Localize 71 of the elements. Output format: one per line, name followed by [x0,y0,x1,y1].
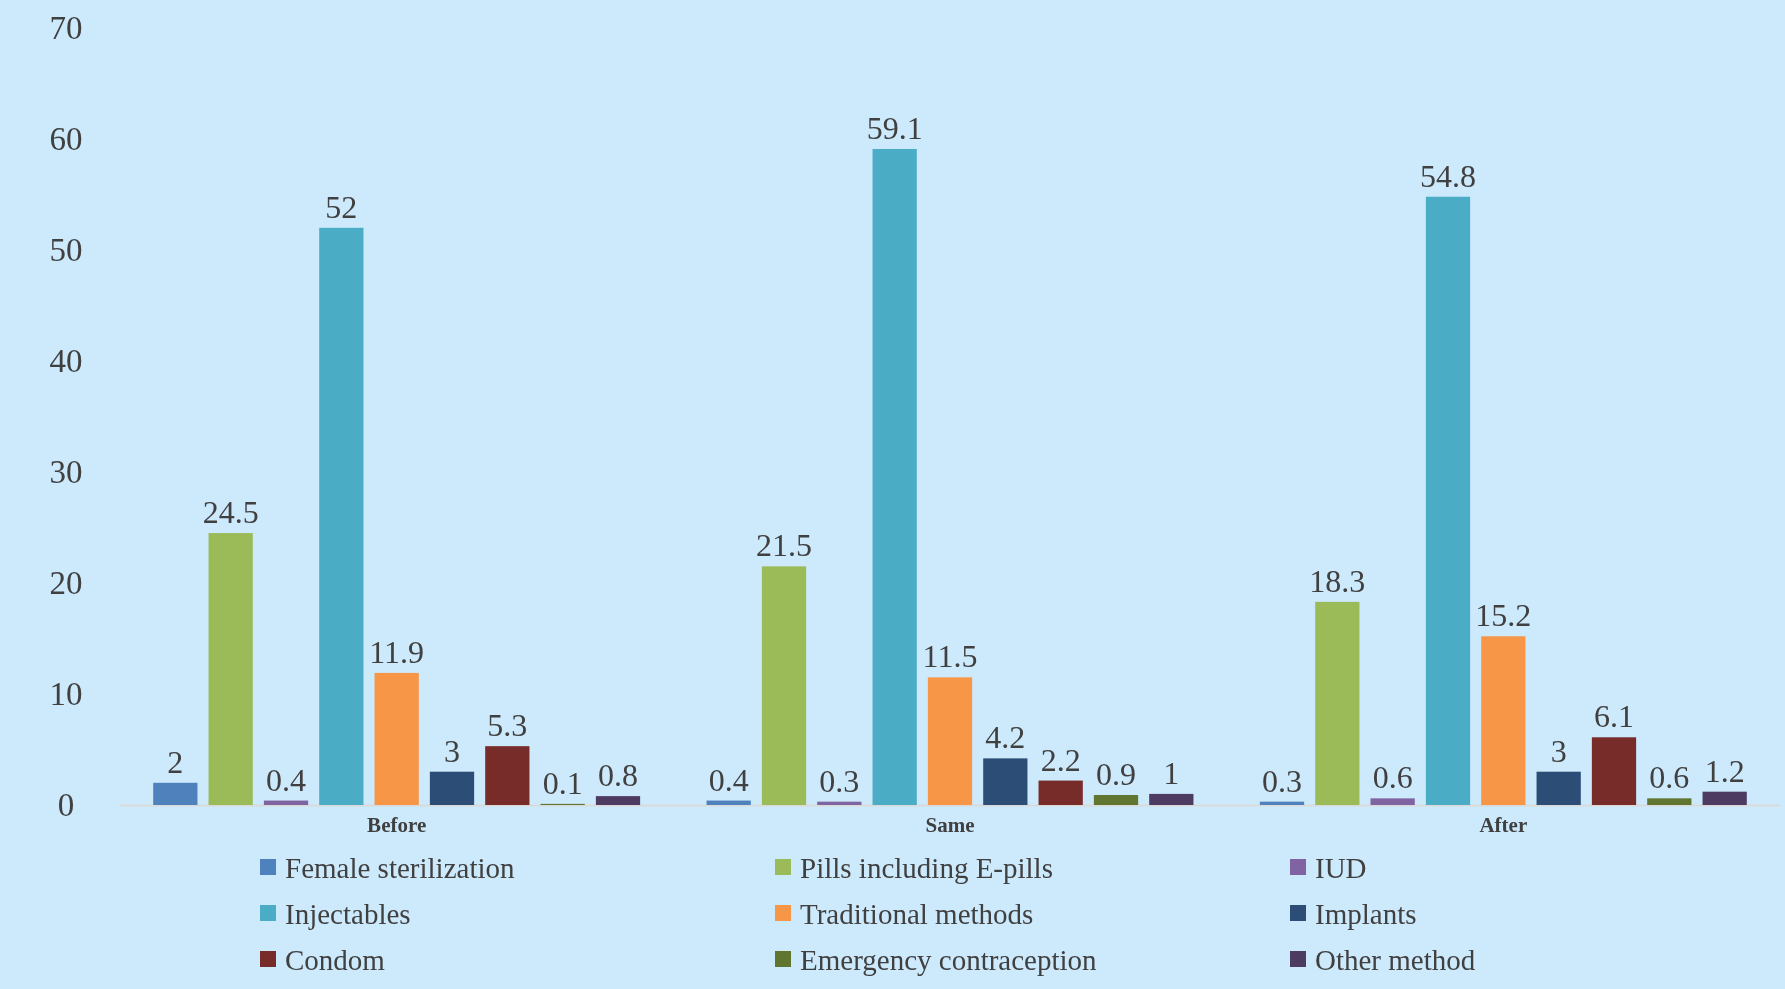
y-tick-label: 0 [57,787,75,824]
legend-label: Emergency contraception [800,944,1098,977]
data-label: 1.2 [1704,752,1745,789]
bar [1149,793,1194,805]
x-tick-label: After [1479,812,1528,837]
data-label: 0.1 [542,764,583,801]
bar [1038,780,1083,805]
data-label: 2.2 [1040,741,1081,778]
data-label: 3 [444,732,460,769]
data-label: 0.4 [708,761,749,798]
bar [1481,636,1526,805]
data-label: 5.3 [487,707,528,744]
y-tick-label: 40 [49,343,83,380]
bar [1315,601,1360,805]
bar [1591,737,1637,805]
data-label: 6.1 [1594,698,1634,735]
bar [983,758,1028,805]
legend-label: IUD [1315,852,1367,885]
data-label: 24.5 [202,494,259,531]
y-tick-label: 50 [49,232,83,269]
bar [595,796,641,805]
data-label: 2 [167,743,184,780]
bar [1370,798,1415,805]
y-tick-label: 60 [49,121,83,158]
x-tick-label: Before [367,812,427,837]
bar [374,672,419,805]
legend-label: Other method [1315,944,1476,977]
data-label: 11.9 [369,633,425,670]
bar [208,533,253,805]
bar [429,771,475,805]
bar [872,148,917,805]
bar [1536,771,1581,805]
data-label: 0.4 [266,761,306,798]
bar [1425,196,1471,805]
data-label: 0.3 [1262,762,1302,799]
bar [1702,791,1747,805]
bar [319,227,364,805]
y-tick-label: 70 [49,10,83,47]
data-label: 15.2 [1475,597,1532,634]
data-label: 59.1 [866,109,923,146]
y-tick-label: 10 [49,676,83,713]
legend-label: Injectables [285,898,411,931]
bar [153,782,198,805]
y-tick-label: 20 [49,565,83,602]
data-label: 18.3 [1309,562,1366,599]
data-label: 21.5 [756,527,812,564]
bar [817,801,862,805]
data-label: 52 [325,188,358,225]
bar [1259,801,1305,805]
legend-label: Pills including E-pills [800,852,1053,885]
data-label: 1 [1163,754,1180,791]
legend-label: Condom [285,944,386,977]
data-label: 0.3 [819,762,860,799]
data-label: 0.8 [598,757,638,794]
bar [485,746,530,805]
data-label: 4.2 [985,719,1026,756]
data-label: 0.6 [1372,759,1413,796]
bar [761,566,807,805]
bar [1647,798,1692,805]
data-label: 3 [1550,732,1567,769]
data-label: 54.8 [1420,157,1476,194]
x-tick-label: Same [925,812,975,837]
data-label: 0.9 [1096,756,1136,793]
legend-label: Female sterilization [285,852,516,885]
legend-label: Implants [1315,898,1417,931]
data-label: 0.6 [1649,759,1690,796]
data-label: 11.5 [922,638,978,675]
bar [927,677,973,805]
bar [1093,795,1139,805]
legend-label: Traditional methods [800,898,1034,931]
y-tick-label: 30 [49,454,83,491]
